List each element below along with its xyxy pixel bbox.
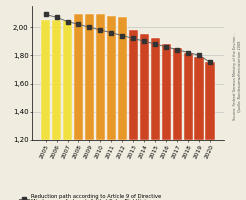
Bar — [107, 16, 116, 140]
Bar — [52, 20, 61, 140]
Text: Source: Federal German Ministry of the Environ...: Source: Federal German Ministry of the E… — [233, 32, 237, 120]
Legend: Reduction path according to Article 9 of Directive
Minderungspfad nach Artikel 9: Reduction path according to Article 9 of… — [19, 194, 162, 200]
Bar — [151, 38, 160, 140]
Bar — [139, 34, 149, 140]
Bar — [162, 44, 171, 140]
Bar — [184, 53, 193, 140]
Text: Quelle: Bundesumweltministerium 2008: Quelle: Bundesumweltministerium 2008 — [238, 40, 242, 112]
Bar — [172, 48, 182, 140]
Bar — [195, 57, 204, 140]
Bar — [74, 14, 83, 140]
Bar — [118, 17, 127, 140]
Bar — [205, 62, 215, 140]
Bar — [129, 30, 138, 140]
Bar — [85, 14, 94, 140]
Bar — [96, 14, 105, 140]
Bar — [41, 20, 50, 140]
Bar — [63, 20, 72, 140]
